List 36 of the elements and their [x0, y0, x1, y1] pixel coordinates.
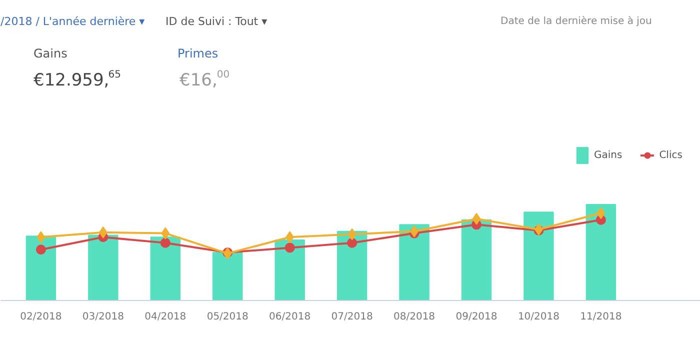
x-tick-label: 07/2018: [331, 312, 373, 322]
x-tick-label: 04/2018: [144, 312, 186, 322]
point: [36, 231, 46, 244]
bar: [150, 236, 181, 300]
text: Date de la dernière mise à jou: [500, 16, 652, 27]
bar: [461, 219, 492, 300]
bar: [336, 230, 368, 300]
point: [161, 227, 170, 240]
x-tick-label: 06/2018: [269, 312, 311, 322]
bar: [399, 224, 430, 300]
bar: [88, 234, 118, 300]
x-tick-label: 08/2018: [394, 312, 436, 322]
x-tick-label: 02/2018: [20, 312, 62, 322]
text: ID de Suivi : Tout ▾: [166, 15, 268, 28]
point: [472, 212, 481, 225]
point: [284, 242, 295, 253]
point: [596, 207, 606, 220]
bar: [212, 252, 243, 300]
x-tick-label: 03/2018: [82, 312, 124, 322]
x-tick-label: 10/2018: [518, 312, 560, 322]
point: [160, 238, 170, 248]
point: [36, 244, 46, 255]
x-tick-label: 05/2018: [206, 312, 248, 322]
bar: [274, 240, 305, 300]
x-tick-label: 11/2018: [580, 312, 622, 322]
bar: [586, 204, 616, 300]
point: [347, 238, 358, 248]
text: Gains: [34, 46, 68, 60]
point: [348, 228, 356, 240]
legend-label: Clics: [659, 150, 682, 160]
text: /2018 / L'année dernière ▾: [0, 15, 146, 28]
text: Primes: [178, 46, 218, 60]
bar: [26, 236, 56, 300]
x-tick-label: 09/2018: [456, 312, 498, 322]
bar: [524, 212, 554, 300]
legend-label: Gains: [594, 150, 622, 160]
